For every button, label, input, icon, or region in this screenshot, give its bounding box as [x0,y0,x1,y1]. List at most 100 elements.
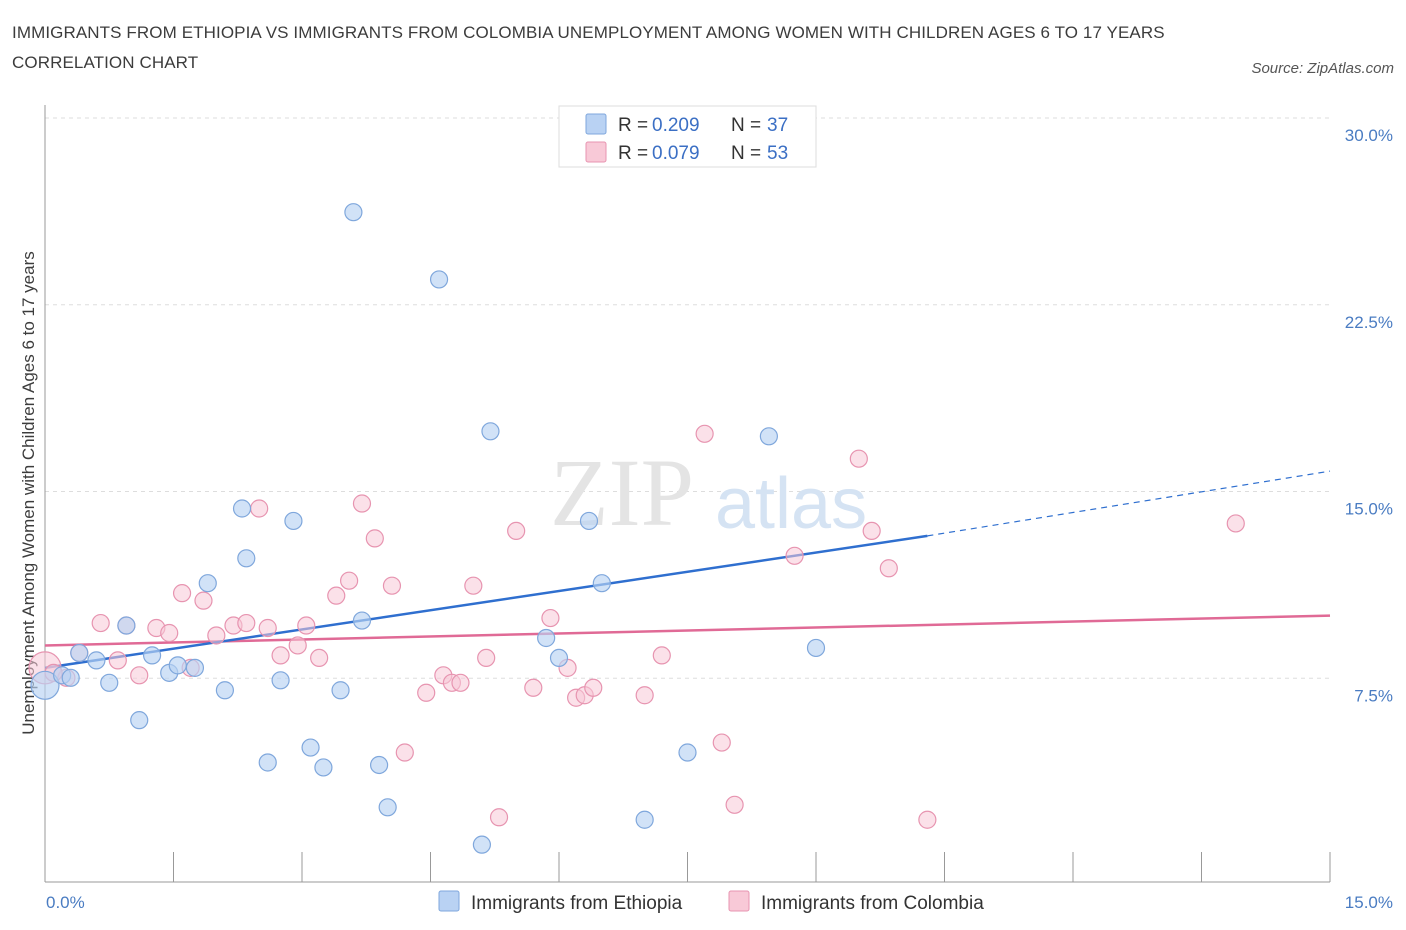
colombia-point [879,559,898,578]
ethiopia-point [284,511,303,531]
ethiopia-point [117,616,136,635]
colombia-point [918,810,937,829]
colombia-point [477,648,496,668]
ethiopia-point [472,835,491,854]
ethiopia-point [352,611,372,630]
colombia-point [1226,514,1245,533]
ethiopia-point [331,681,350,700]
ethiopia-point [142,646,162,665]
colombia-point [451,673,470,692]
legend-r-value-ethiopia: 0.209 [652,115,700,136]
colombia-point [91,613,110,633]
colombia-point [327,586,346,605]
ethiopia-point [314,758,333,777]
ethiopia-point [185,658,205,677]
colombia-point [172,584,192,603]
legend-r-label: R = [618,143,648,164]
colombia-point [507,521,526,541]
watermark-zip: ZIP [550,439,694,546]
colombia-point [725,795,744,814]
ethiopia-point [635,810,654,829]
ethiopia-trend-line [44,534,928,670]
ethiopia-trend-extension [927,470,1331,537]
ethiopia-point [30,670,60,700]
colombia-point [635,686,654,705]
colombia-point [310,648,329,668]
colombia-point [417,683,436,702]
colombia-point [160,623,179,643]
colombia-point [584,678,603,697]
colombia-point [194,591,213,610]
chart-title: IMMIGRANTS FROM ETHIOPIA VS IMMIGRANTS F… [12,23,1165,72]
colombia-point [258,618,277,638]
colombia-point [382,576,402,595]
legend-swatch-ethiopia [585,113,607,135]
ethiopia-point [678,743,697,762]
axes [44,105,1331,883]
colombia-point [541,608,560,628]
ethiopia-point [378,798,397,817]
legend-n-value-colombia: 53 [767,143,788,164]
colombia-point [250,499,269,518]
legend-r-value-colombia: 0.079 [652,143,700,164]
ethiopia-point [100,673,119,692]
ethiopia-point [61,668,80,687]
colombia-point [712,733,731,752]
ethiopia-point [301,738,320,757]
colombia-point [464,576,483,595]
y-tick-label: 22.5% [1345,313,1393,332]
colombia-point [288,636,307,655]
ethiopia-point [237,549,256,568]
legend-n-value-ethiopia: 37 [767,115,788,136]
colombia-point [524,678,543,697]
colombia-point [340,571,359,590]
colombia-point [237,613,256,633]
colombia-point [365,529,384,548]
colombia-point [849,449,868,468]
y-axis-label: Unemployment Among Women with Children A… [19,251,38,735]
gridlines [45,117,1330,679]
ethiopia-point [759,427,778,446]
ethiopia-point [271,671,290,690]
legend-n-label: N = [731,115,761,136]
colombia-point [862,521,881,541]
ethiopia-point [130,711,149,730]
bottom-legend: Immigrants from Ethiopia Immigrants from… [438,890,984,914]
colombia-point [297,616,316,635]
colombia-point [395,743,414,762]
ethiopia-point [429,270,449,289]
ethiopia-point [168,656,187,675]
y-tick-label: 15.0% [1345,500,1393,519]
ethiopia-point [87,651,106,670]
legend-r-label: R = [618,115,648,136]
ethiopia-points [30,203,826,854]
source-note: Source: ZipAtlas.com [1251,60,1394,77]
ethiopia-point [481,422,500,441]
ethiopia-point [70,643,89,663]
colombia-point [652,646,671,665]
x-tick-labels: 0.0% 15.0% [46,893,1393,912]
bottom-legend-swatch-colombia [728,890,750,912]
legend-n-label: N = [731,143,761,164]
watermark: ZIP atlas [550,439,867,546]
ethiopia-point [198,574,217,593]
colombia-point [207,626,226,645]
bottom-legend-swatch-ethiopia [438,890,460,912]
colombia-point [271,646,290,665]
legend-swatch-colombia [585,141,607,163]
ethiopia-point [579,511,599,531]
bottom-legend-colombia: Immigrants from Colombia [761,893,984,914]
ethiopia-point [370,755,389,775]
y-tick-labels: 7.5% 15.0% 22.5% 30.0% [1345,126,1393,705]
ethiopia-point [537,628,556,648]
x-tick-label: 15.0% [1345,893,1393,912]
top-legend: R = 0.209 N = 37 R = 0.079 N = 53 [558,105,817,168]
y-tick-label: 7.5% [1354,686,1393,705]
colombia-point [785,546,804,565]
colombia-point [352,494,372,513]
colombia-point [130,666,149,685]
trend-lines [44,470,1331,670]
colombia-point [489,808,509,827]
ethiopia-point [215,681,234,700]
ethiopia-point [549,648,569,668]
